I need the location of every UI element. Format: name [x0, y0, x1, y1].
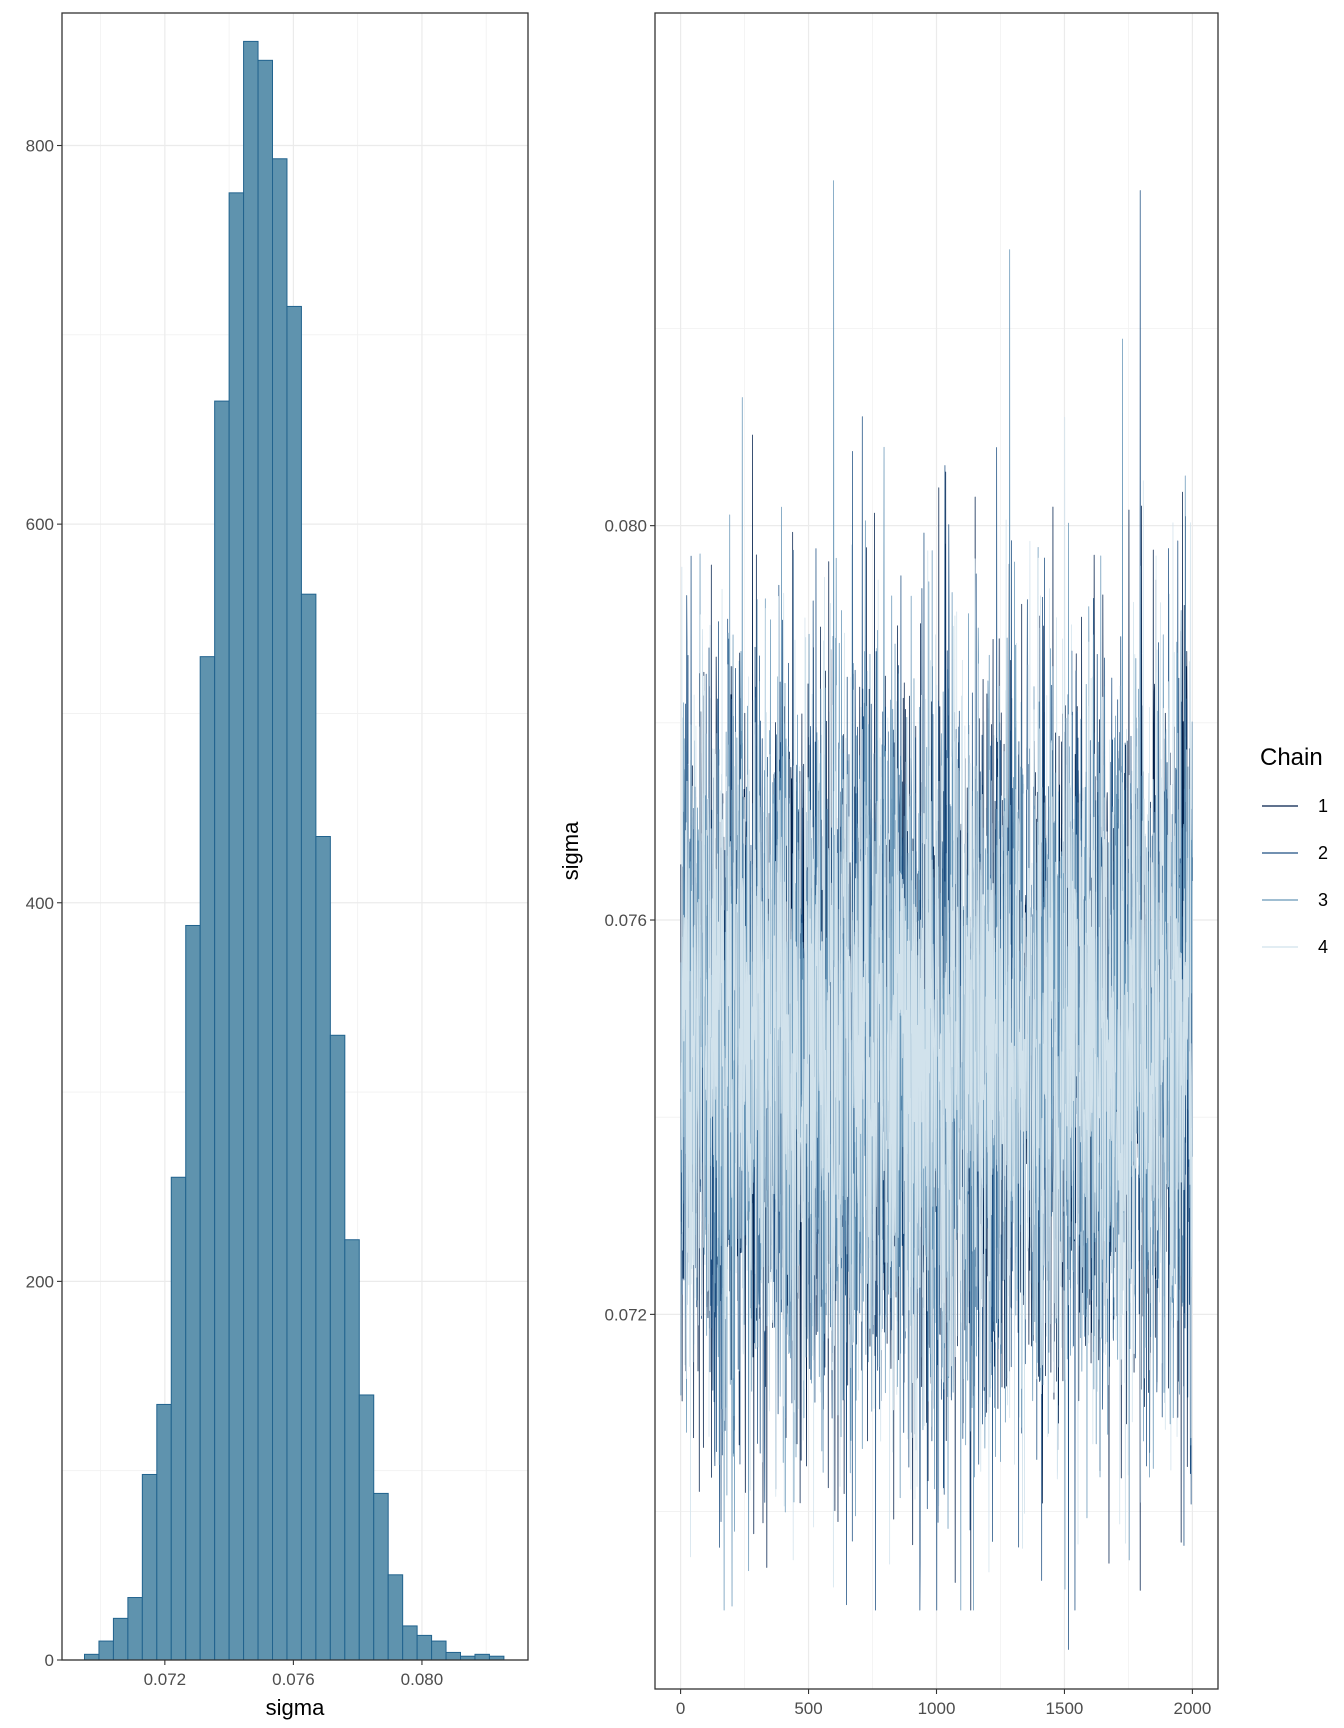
histogram-bar [300, 593, 317, 1661]
legend-label-chain-4: 4 [1318, 937, 1328, 957]
histogram-bar [257, 59, 274, 1661]
histogram-bar [373, 1492, 389, 1661]
legend-label-chain-3: 3 [1318, 890, 1328, 910]
histogram-bar [315, 836, 331, 1661]
y-tick-label: 600 [26, 515, 54, 534]
histogram-bar [329, 1034, 346, 1661]
histogram-bar [402, 1625, 418, 1661]
x-tick-label: 1500 [1046, 1699, 1084, 1718]
x-tick-label: 0.072 [144, 1670, 187, 1689]
y-tick-label: 400 [26, 894, 54, 913]
x-axis-title: sigma [266, 1695, 325, 1720]
histogram-bar [214, 400, 230, 1661]
histogram-bar [243, 40, 259, 1661]
histogram-bar [185, 924, 201, 1661]
histogram-bar [272, 158, 288, 1661]
legend-title: Chain [1260, 744, 1323, 771]
chain-legend: Chain 1 2 3 4 [1260, 744, 1328, 957]
histogram-bar [199, 656, 216, 1661]
legend-label-chain-2: 2 [1318, 843, 1328, 863]
x-tick-label: 2000 [1173, 1699, 1211, 1718]
y-axis-title: sigma [558, 821, 583, 880]
histogram-bar [112, 1617, 129, 1661]
histogram-bar [387, 1574, 404, 1661]
histogram-bar [474, 1653, 490, 1661]
y-tick-label: 0.072 [604, 1305, 647, 1324]
histogram-bar [358, 1394, 375, 1661]
y-tick-label: 0 [45, 1651, 54, 1670]
histogram-bar [228, 192, 245, 1661]
y-tick-label: 200 [26, 1272, 54, 1291]
histogram-bar [83, 1653, 100, 1661]
y-tick-label: 0.080 [604, 517, 647, 536]
histogram-bar [344, 1239, 360, 1661]
histogram-bar [286, 305, 302, 1661]
histogram-panel: 0 200 400 600 800 0.072 0.076 0.080 sigma [26, 12, 529, 1720]
histogram-bar [141, 1473, 158, 1661]
histogram-bar [156, 1403, 172, 1661]
histogram-bar [170, 1176, 187, 1661]
legend-label-chain-1: 1 [1318, 796, 1328, 816]
histogram-bar [127, 1597, 143, 1661]
histogram-bar [416, 1634, 433, 1661]
x-tick-label: 0.076 [272, 1670, 315, 1689]
histogram-bar [445, 1651, 462, 1661]
trace-panel: 0.072 0.076 0.080 0 500 1000 1500 2000 sigma [558, 12, 1219, 1718]
y-tick-label: 0.076 [604, 911, 647, 930]
trace-line-chain-4 [680, 416, 1193, 1588]
x-tick-label: 0.080 [401, 1670, 444, 1689]
histogram-panel-border [61, 12, 529, 1661]
x-tick-label: 0 [676, 1699, 685, 1718]
x-tick-label: 500 [794, 1699, 822, 1718]
histogram-bar [98, 1640, 114, 1661]
y-tick-label: 800 [26, 137, 54, 156]
histogram-bar [431, 1640, 447, 1661]
x-tick-label: 1000 [918, 1699, 956, 1718]
